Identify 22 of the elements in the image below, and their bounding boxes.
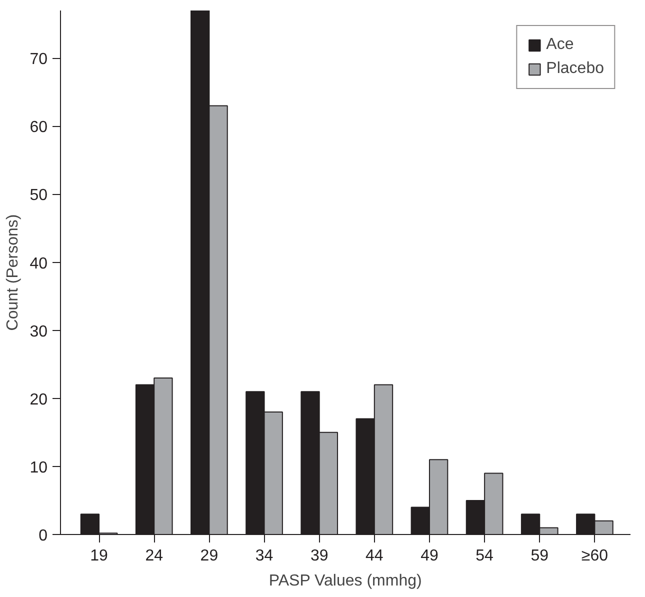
y-tick-label: 70 bbox=[30, 51, 48, 68]
y-axis-title: Count (Persons) bbox=[4, 214, 22, 331]
y-tick-label: 50 bbox=[30, 187, 48, 204]
y-tick-label: 40 bbox=[30, 255, 48, 272]
y-tick-label: 0 bbox=[38, 528, 48, 544]
x-tick-label: 24 bbox=[145, 548, 164, 564]
x-tick-label: 59 bbox=[530, 548, 549, 564]
x-tick-label: 19 bbox=[90, 548, 108, 564]
x-tick-label: ≥60 bbox=[581, 548, 608, 564]
x-tick-label: 34 bbox=[255, 548, 274, 564]
legend-label: Ace bbox=[546, 36, 574, 54]
x-tick-label: 39 bbox=[310, 548, 328, 564]
legend-label: Placebo bbox=[546, 60, 604, 78]
y-tick-label: 60 bbox=[30, 119, 48, 136]
x-tick-label: 29 bbox=[200, 548, 218, 564]
x-axis-title: PASP Values (mmhg) bbox=[268, 572, 422, 590]
y-tick-label: 10 bbox=[30, 459, 48, 476]
x-tick-label: 49 bbox=[420, 548, 438, 564]
y-tick-label: 30 bbox=[30, 323, 48, 340]
x-tick-label: 44 bbox=[366, 548, 384, 564]
x-tick-label: 54 bbox=[476, 548, 494, 564]
y-tick-label: 20 bbox=[30, 391, 48, 408]
